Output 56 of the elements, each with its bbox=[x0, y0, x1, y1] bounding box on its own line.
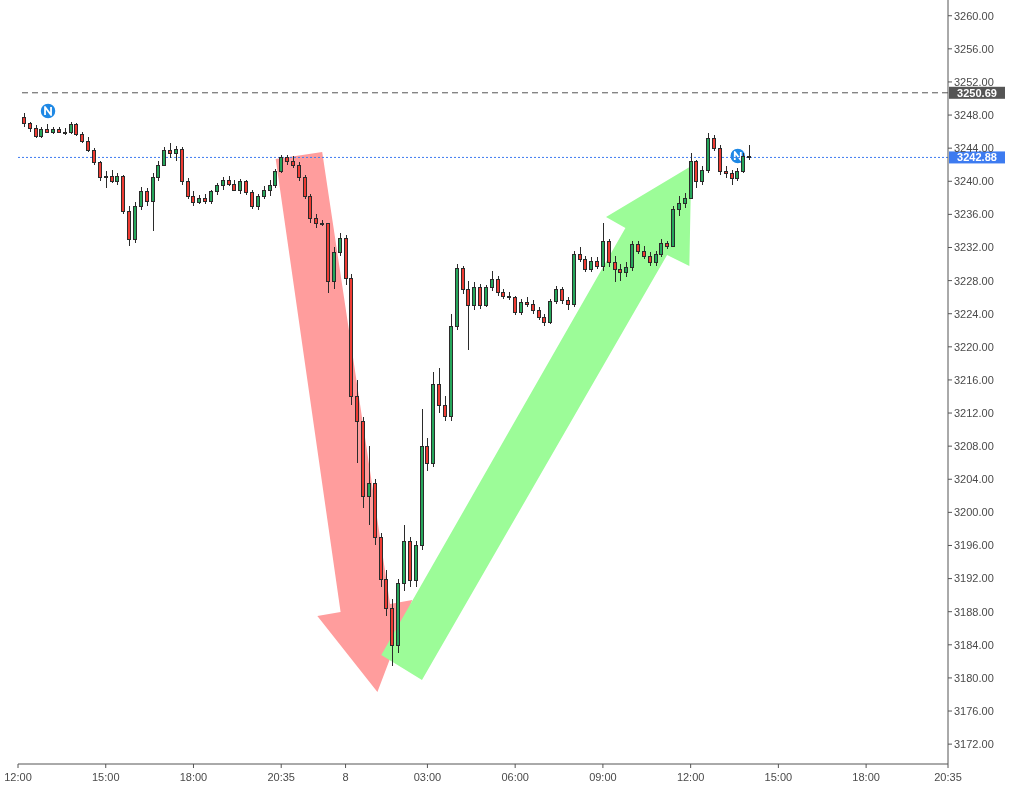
y-tick-label: 3172.00 bbox=[954, 738, 994, 751]
y-tick-label: 3260.00 bbox=[954, 9, 994, 22]
y-tick-label: 3180.00 bbox=[954, 671, 994, 684]
candlestick bbox=[443, 395, 447, 422]
candlestick bbox=[484, 284, 488, 308]
y-tick-label: 3232.00 bbox=[954, 241, 994, 254]
x-tick-label: 15:00 bbox=[91, 770, 120, 783]
candlestick bbox=[250, 189, 254, 210]
candlestick bbox=[630, 240, 634, 272]
x-tick-label: 09:00 bbox=[589, 770, 617, 783]
y-tick-label: 3176.00 bbox=[954, 704, 994, 717]
x-tick-label: 15:00 bbox=[764, 770, 793, 783]
y-tick-label: 3208.00 bbox=[954, 440, 994, 453]
candlestick bbox=[472, 281, 476, 311]
candlestick bbox=[437, 367, 441, 414]
x-tick-label: 03:00 bbox=[413, 770, 442, 783]
x-tick-label: 18:00 bbox=[179, 770, 208, 783]
y-tick-label: 3204.00 bbox=[954, 473, 994, 486]
y-tick-label: 3200.00 bbox=[954, 506, 994, 519]
candlestick bbox=[700, 165, 704, 186]
y-tick-label: 3256.00 bbox=[954, 42, 994, 55]
x-tick-label: 20:35 bbox=[934, 770, 962, 783]
x-tick-label: 8 bbox=[342, 770, 349, 783]
y-tick-label: 3188.00 bbox=[954, 605, 994, 618]
y-tick-label: 3252.00 bbox=[954, 75, 994, 88]
y-tick-label: 3216.00 bbox=[954, 373, 994, 386]
candlestick bbox=[607, 238, 611, 268]
x-tick-label: 18:00 bbox=[852, 770, 880, 783]
candlestick bbox=[677, 195, 681, 217]
candlestick bbox=[98, 160, 102, 182]
candlestick bbox=[741, 152, 745, 174]
y-tick-label: 3192.00 bbox=[954, 572, 994, 585]
x-tick-label: 06:00 bbox=[501, 770, 529, 783]
candlestick bbox=[513, 295, 517, 316]
candlestick bbox=[367, 445, 371, 526]
ref-line-label: 3250.69 bbox=[957, 86, 997, 99]
candlestick bbox=[548, 298, 552, 325]
candlestick bbox=[338, 232, 342, 257]
candlestick bbox=[297, 161, 301, 182]
y-tick-label: 3236.00 bbox=[954, 208, 994, 221]
y-tick-label: 3220.00 bbox=[954, 340, 994, 353]
y-tick-label: 3224.00 bbox=[954, 307, 994, 320]
ref-line-label: 3242.88 bbox=[957, 151, 997, 164]
x-tick-label: 12:00 bbox=[676, 770, 705, 783]
y-tick-label: 3248.00 bbox=[954, 108, 994, 121]
candlestick bbox=[718, 144, 722, 176]
x-tick-label: 20:35 bbox=[267, 770, 295, 783]
x-tick-label: 12:00 bbox=[4, 770, 32, 783]
y-tick-label: 3228.00 bbox=[954, 274, 994, 287]
y-tick-label: 3184.00 bbox=[954, 638, 994, 651]
y-tick-label: 3240.00 bbox=[954, 175, 994, 188]
candlestick bbox=[490, 270, 494, 292]
candlestick bbox=[478, 283, 482, 310]
candlestick bbox=[139, 186, 143, 211]
y-tick-label: 3196.00 bbox=[954, 539, 994, 552]
y-tick-label: 3212.00 bbox=[954, 406, 994, 419]
